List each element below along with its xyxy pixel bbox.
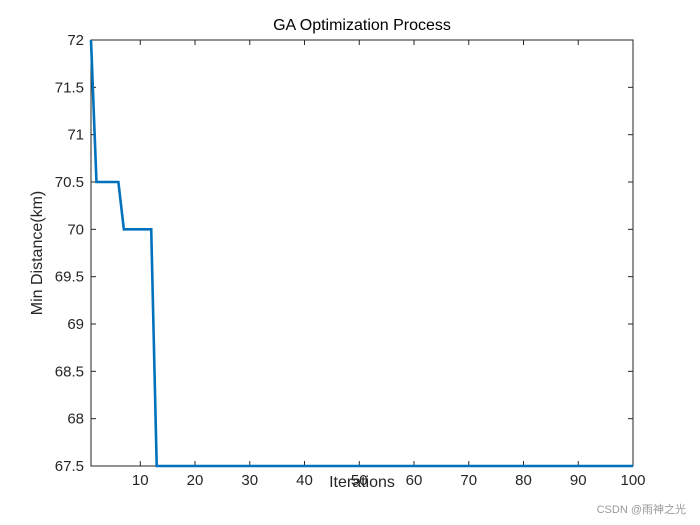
y-tick-label: 70.5 [55,174,84,191]
x-tick-label: 90 [570,472,587,489]
x-tick-label: 30 [241,472,258,489]
y-tick-label: 70 [67,221,84,238]
watermark: CSDN @雨神之光 [596,504,686,516]
axis-ticks [91,39,634,467]
y-tick-label: 67.5 [55,458,84,475]
y-tick-label: 71 [67,127,84,144]
x-axis-label: Iterations [329,474,395,491]
x-tick-label: 20 [187,472,204,489]
x-tick-label: 70 [460,472,477,489]
x-tick-label: 100 [620,472,645,489]
y-tick-label: 72 [67,32,84,49]
x-tick-label: 50 [351,472,368,489]
y-tick-label: 69 [67,316,84,333]
x-tick-label: 10 [132,472,149,489]
plot-area [90,39,634,467]
y-tick-label: 68.5 [55,363,84,380]
x-tick-label: 40 [296,472,313,489]
y-tick-label: 71.5 [55,79,84,96]
chart-title: GA Optimization Process [273,17,451,34]
y-tick-label: 68 [67,411,84,428]
axis-tick-labels: 10 20 30 40 50 60 70 80 90 100 67.5 68 68.5 69 69.5 70 7… [55,32,646,489]
x-tick-label: 60 [406,472,423,489]
y-tick-label: 69.5 [55,269,84,286]
x-tick-label: 80 [515,472,532,489]
y-axis-label: Min Distance(km) [29,191,46,315]
series-line [89,39,633,468]
